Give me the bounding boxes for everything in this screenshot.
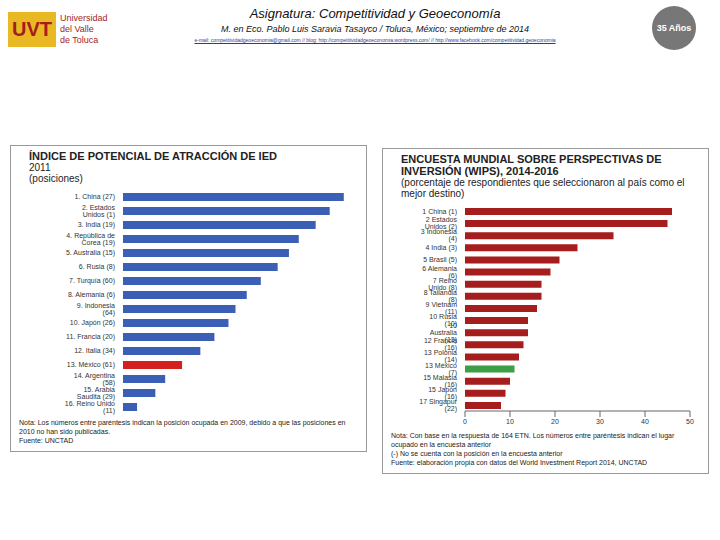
svg-text:9. Indonesia(64): 9. Indonesia(64) (77, 302, 115, 317)
svg-text:12. Italia (34): 12. Italia (34) (74, 347, 115, 355)
svg-text:14. Argentina(58): 14. Argentina(58) (74, 372, 115, 387)
svg-text:30: 30 (596, 418, 604, 425)
svg-text:16. Reino Unido(11): 16. Reino Unido(11) (65, 400, 115, 415)
svg-text:10. Japón (26): 10. Japón (26) (70, 319, 115, 327)
svg-text:7. Turquía (60): 7. Turquía (60) (69, 277, 115, 285)
svg-text:15. ArabiaSaudita (29): 15. ArabiaSaudita (29) (77, 386, 115, 401)
svg-text:6. Rusia (8): 6. Rusia (8) (79, 263, 115, 271)
svg-text:13. México (61): 13. México (61) (67, 361, 115, 369)
svg-text:0: 0 (463, 418, 467, 425)
svg-text:10 Rusia(10): 10 Rusia(10) (429, 313, 457, 328)
svg-text:1. China (27): 1. China (27) (75, 193, 115, 201)
svg-text:50: 50 (686, 418, 694, 425)
svg-text:4 India (3): 4 India (3) (425, 244, 457, 252)
svg-text:20: 20 (551, 418, 559, 425)
svg-text:5. Australia (15): 5. Australia (15) (66, 249, 115, 257)
svg-text:2. EstadosUnidos (1): 2. EstadosUnidos (1) (82, 204, 116, 219)
svg-text:8. Alemania (6): 8. Alemania (6) (68, 291, 115, 299)
svg-text:10: 10 (506, 418, 514, 425)
svg-text:1 China (1): 1 China (1) (422, 208, 457, 216)
svg-text:5 Brasil (5): 5 Brasil (5) (423, 256, 457, 264)
svg-text:11. Francia (20): 11. Francia (20) (66, 333, 115, 341)
svg-text:3 Indonesia(4): 3 Indonesia(4) (421, 228, 457, 243)
svg-text:17 Singapur(22): 17 Singapur(22) (419, 398, 457, 413)
svg-text:3. India (19): 3. India (19) (78, 221, 115, 229)
svg-text:4. República deCorea (19): 4. República deCorea (19) (66, 232, 115, 247)
svg-text:40: 40 (641, 418, 649, 425)
